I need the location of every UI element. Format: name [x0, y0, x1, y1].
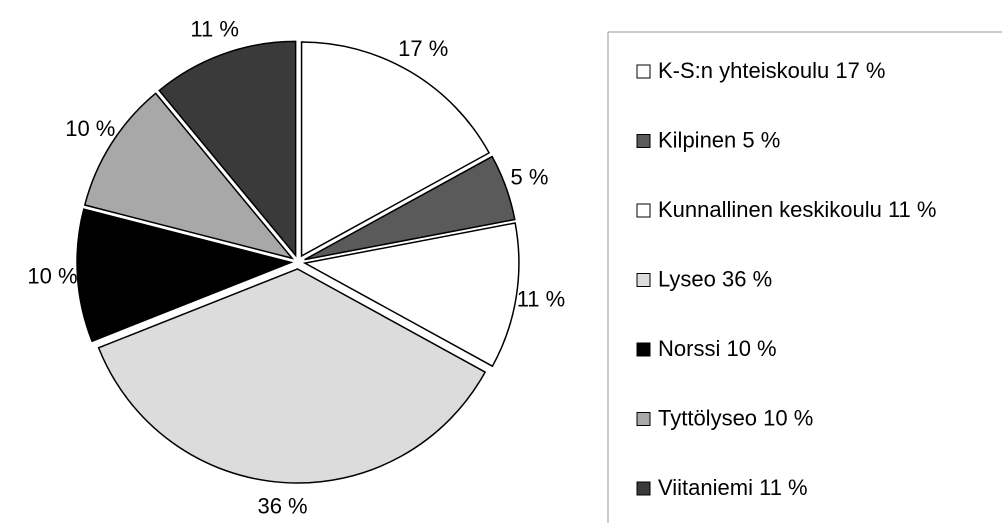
legend-value: 10 % [763, 405, 813, 430]
slice-label: 5 % [510, 164, 548, 189]
legend-name: K-S:n yhteiskoulu [658, 58, 829, 83]
pie-slice [304, 155, 516, 261]
pie-slice [158, 40, 297, 258]
slice-label: 11 % [190, 16, 239, 41]
slice-label: 10 % [65, 116, 115, 141]
pie-slice [300, 41, 491, 258]
legend-label: Viitaniemi 11 % [658, 475, 808, 500]
legend-name: Lyseo [658, 266, 716, 291]
legend-swatch [636, 273, 651, 287]
legend-value: 17 % [835, 58, 885, 83]
legend-value: 5 % [742, 127, 780, 152]
slice-label: 17 % [398, 36, 448, 61]
legend-value: 11 % [888, 197, 937, 222]
legend-swatch [636, 342, 651, 357]
legend-value: 36 % [722, 266, 772, 291]
legend-label: K-S:n yhteiskoulu 17 % [658, 58, 885, 83]
pie-slice [97, 268, 487, 484]
slice-label: 36 % [257, 493, 307, 518]
slice-label: 10 % [27, 263, 77, 288]
legend-name: Viitaniemi [658, 475, 753, 500]
slice-label: 11 % [517, 286, 566, 311]
legend-swatch [636, 481, 651, 496]
legend-label: Tyttölyseo 10 % [658, 405, 813, 430]
legend-label: Kunnallinen keskikoulu 11 % [658, 197, 936, 222]
legend-swatch [636, 64, 651, 79]
legend-label: Norssi 10 % [658, 336, 777, 361]
legend-name: Norssi [658, 336, 720, 361]
legend-value: 11 % [759, 475, 808, 500]
legend-name: Tyttölyseo [658, 405, 757, 430]
legend-swatch [636, 412, 651, 426]
legend-label: Lyseo 36 % [658, 266, 772, 291]
legend-swatch [636, 134, 651, 148]
pie-slice [83, 92, 295, 260]
pie-slice [302, 222, 520, 368]
pie-slice [76, 208, 294, 343]
legend-swatch [636, 203, 651, 218]
legend-name: Kilpinen [658, 127, 736, 152]
legend-label: Kilpinen 5 % [658, 127, 780, 152]
legend-value: 10 % [726, 336, 776, 361]
legend-name: Kunnallinen keskikoulu [658, 197, 882, 222]
